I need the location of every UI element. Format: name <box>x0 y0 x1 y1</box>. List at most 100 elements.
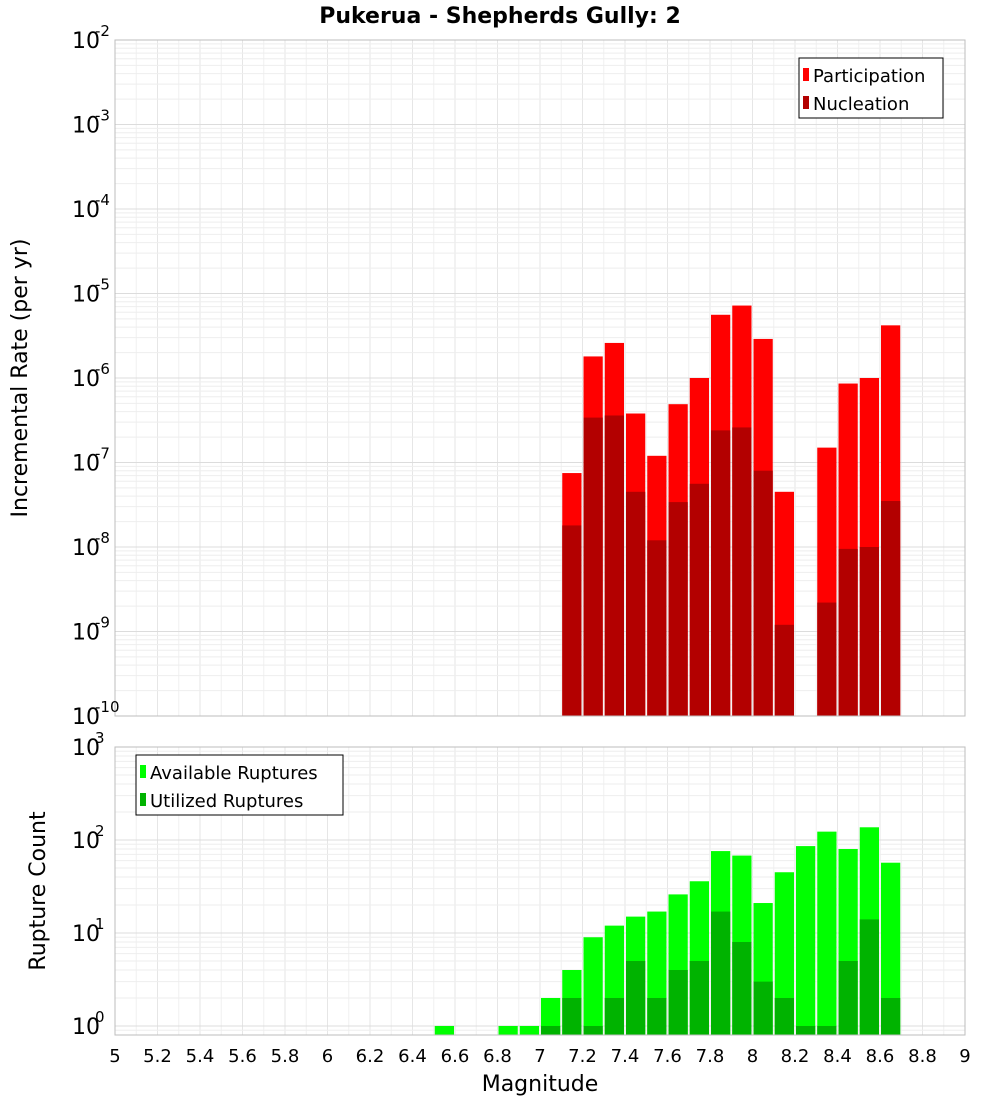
bar-utilized-ruptures <box>689 960 709 1035</box>
bar-utilized-ruptures <box>604 997 624 1035</box>
y-tick-label: 10 <box>72 736 100 761</box>
x-tick-label: 9 <box>959 1046 970 1067</box>
bar-available-ruptures <box>519 1025 539 1035</box>
y-tick-label: 10 <box>72 114 100 139</box>
legend-swatch <box>803 68 809 81</box>
legend-label: Nucleation <box>813 94 909 115</box>
bar-nucleation <box>626 491 646 716</box>
bar-nucleation <box>838 548 858 716</box>
bar-nucleation <box>774 624 794 716</box>
bar-nucleation <box>689 483 709 716</box>
y-tick-label: 10 <box>72 29 100 54</box>
y-tick-label: 10 <box>72 283 100 308</box>
y-tick-label: 10 <box>72 452 100 477</box>
bar-available-ruptures <box>774 872 794 1035</box>
y-tick-label: 10 <box>72 1015 100 1040</box>
bottom-bars <box>434 827 901 1035</box>
bottom-plot-border <box>114 746 966 1036</box>
bar-utilized-ruptures <box>796 1025 816 1035</box>
x-tick-label: 7 <box>534 1046 545 1067</box>
bar-utilized-ruptures <box>732 942 752 1035</box>
y-tick-exponent: 0 <box>95 1008 105 1026</box>
bottom-y-axis-label: Rupture Count <box>26 811 51 971</box>
bar-utilized-ruptures <box>859 919 879 1035</box>
legend-box <box>798 57 944 119</box>
bar-nucleation <box>817 602 837 716</box>
bar-utilized-ruptures <box>668 969 688 1035</box>
bar-nucleation <box>562 525 582 716</box>
x-tick-label: 6.2 <box>356 1046 385 1067</box>
bar-utilized-ruptures <box>541 1025 561 1035</box>
y-tick-exponent: -9 <box>95 614 110 632</box>
top-legend: Participation Nucleation <box>798 57 944 119</box>
bar-nucleation <box>583 417 603 716</box>
legend-label: Utilized Ruptures <box>150 791 303 812</box>
legend-label: Participation <box>813 66 925 87</box>
bottom-grid <box>114 746 966 1036</box>
bar-available-ruptures <box>498 1025 518 1035</box>
bar-nucleation <box>668 502 688 716</box>
bar-utilized-ruptures <box>562 997 582 1035</box>
x-tick-label: 5.8 <box>271 1046 300 1067</box>
x-tick-label: 7.8 <box>696 1046 725 1067</box>
bar-nucleation <box>753 470 773 716</box>
y-tick-exponent: -5 <box>95 276 110 294</box>
legend-swatch <box>803 96 809 109</box>
y-tick-label: 10 <box>72 829 100 854</box>
bar-utilized-ruptures <box>647 997 667 1035</box>
top-bars <box>562 305 901 716</box>
bar-utilized-ruptures <box>817 1025 837 1035</box>
bar-utilized-ruptures <box>583 1025 603 1035</box>
bar-nucleation <box>604 415 624 716</box>
x-tick-label: 5.4 <box>186 1046 215 1067</box>
y-tick-label: 10 <box>72 198 100 223</box>
bar-nucleation <box>859 547 879 716</box>
y-tick-exponent: 1 <box>95 915 105 933</box>
x-tick-label: 8.4 <box>823 1046 852 1067</box>
x-tick-label: 7.4 <box>611 1046 640 1067</box>
legend-swatch <box>140 765 146 778</box>
top-plot-border <box>114 39 966 717</box>
legend-label: Available Ruptures <box>150 763 318 784</box>
bar-utilized-ruptures <box>881 997 901 1035</box>
y-tick-exponent: 3 <box>95 729 105 747</box>
x-axis-label: Magnitude <box>482 1072 599 1097</box>
x-tick-label: 8.8 <box>908 1046 937 1067</box>
bar-utilized-ruptures <box>774 997 794 1035</box>
x-tick-label: 6.6 <box>441 1046 470 1067</box>
legend-swatch <box>140 793 146 806</box>
y-tick-label: 10 <box>72 705 100 730</box>
bar-nucleation <box>881 501 901 716</box>
x-tick-label: 5.2 <box>143 1046 172 1067</box>
bar-nucleation <box>732 427 752 716</box>
bar-available-ruptures <box>541 997 561 1035</box>
y-tick-exponent: -7 <box>95 445 110 463</box>
y-tick-label: 10 <box>72 922 100 947</box>
bar-nucleation <box>711 430 731 716</box>
x-tick-labels: 5 5.2 5.4 5.6 5.8 6 6.2 6.4 6.6 6.8 7 7.2 7.4 7.6 7.8 8… <box>109 1046 970 1067</box>
y-tick-exponent: -2 <box>95 22 110 40</box>
x-tick-label: 5.6 <box>228 1046 257 1067</box>
bar-available-ruptures <box>817 831 837 1035</box>
y-tick-exponent: -10 <box>95 698 120 716</box>
y-tick-exponent: -8 <box>95 529 110 547</box>
chart-title: Pukerua - Shepherds Gully: 2 <box>319 4 681 29</box>
y-tick-label: 10 <box>72 536 100 561</box>
bar-utilized-ruptures <box>753 981 773 1035</box>
x-tick-label: 8.2 <box>781 1046 810 1067</box>
x-tick-label: 6 <box>322 1046 333 1067</box>
x-tick-label: 5 <box>109 1046 120 1067</box>
bar-nucleation <box>647 540 667 716</box>
y-tick-label: 10 <box>72 367 100 392</box>
x-tick-label: 7.6 <box>653 1046 682 1067</box>
bar-available-ruptures <box>434 1025 454 1035</box>
y-tick-exponent: -3 <box>95 107 110 125</box>
bar-available-ruptures <box>881 862 901 1035</box>
top-y-axis-label: Incremental Rate (per yr) <box>8 239 33 518</box>
x-tick-label: 7.2 <box>568 1046 597 1067</box>
bar-available-ruptures <box>583 937 603 1035</box>
